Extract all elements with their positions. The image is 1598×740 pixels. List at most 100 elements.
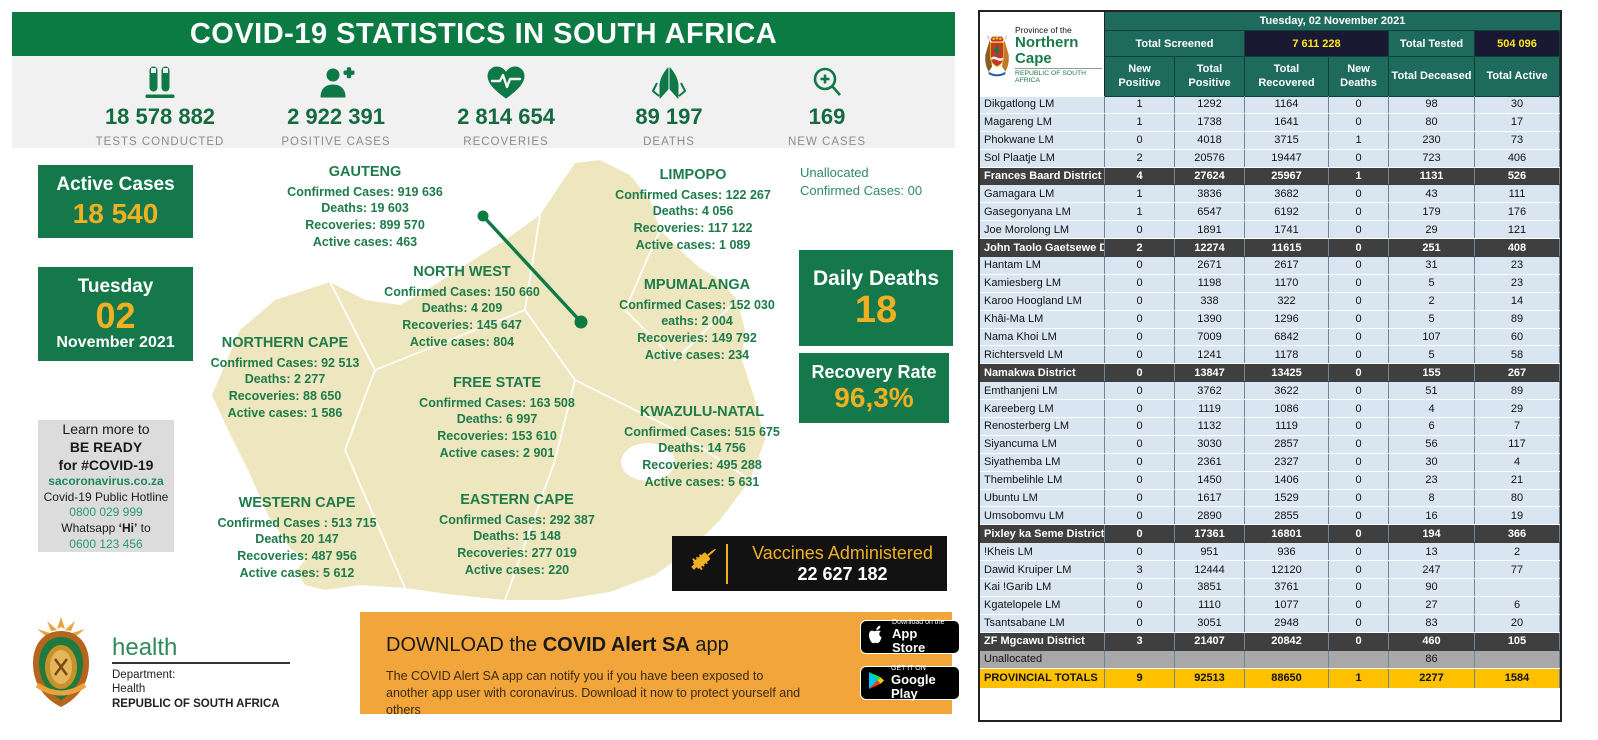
cell-value: 25967 <box>1245 167 1329 185</box>
cell-value: 1891 <box>1175 221 1245 239</box>
cell-value: 2855 <box>1245 507 1329 525</box>
vaccines-box: Vaccines Administered 22 627 182 <box>672 536 947 591</box>
cell-value: 0 <box>1329 221 1389 239</box>
cell-value: 4 <box>1105 167 1175 185</box>
app-store-badge[interactable]: Download on the App Store <box>860 619 960 654</box>
table-row: Tsantsabane LM 0 3051 2948 0 83 20 <box>980 614 1560 633</box>
cell-value: 0 <box>1329 96 1389 113</box>
vaccines-divider <box>726 543 728 584</box>
cell-value: 0 <box>1105 292 1175 310</box>
google-play-badge[interactable]: GET IT ON Google Play <box>860 665 960 700</box>
cell-value: 83 <box>1389 614 1475 632</box>
cell-value: 23 <box>1475 274 1560 292</box>
daily-deaths-label: Daily Deaths <box>812 267 940 290</box>
stat-new-cases: 169 NEW CASES <box>737 64 917 148</box>
cell-value: 155 <box>1389 364 1475 382</box>
cell-value: 0 <box>1105 471 1175 489</box>
col-header: Total Active <box>1475 57 1560 97</box>
cell-value: 20576 <box>1175 149 1245 167</box>
cell-value: 179 <box>1389 203 1475 221</box>
cell-value: 6 <box>1389 418 1475 435</box>
col-header: Total Recovered <box>1245 57 1329 97</box>
table-row: PROVINCIAL TOTALS 9 92513 88650 1 2277 1584 <box>980 668 1560 688</box>
municipality-name: Dikgatlong LM <box>980 96 1105 113</box>
cell-value: 0 <box>1105 328 1175 346</box>
municipality-name: Gamagara LM <box>980 185 1105 203</box>
stat-label: TESTS CONDUCTED <box>95 136 225 148</box>
cell-value: 2671 <box>1175 257 1245 274</box>
cell-value: 408 <box>1475 239 1560 257</box>
cell-value: 0 <box>1105 596 1175 614</box>
cell-value: 11615 <box>1245 239 1329 257</box>
cell-value: 0 <box>1329 203 1389 221</box>
cell-value: 12120 <box>1245 561 1329 579</box>
table-row: Kamiesberg LM 0 1198 1170 0 5 23 <box>980 274 1560 293</box>
cell-value: 58 <box>1475 346 1560 364</box>
table-row: Thembelihle LM 0 1450 1406 0 23 21 <box>980 471 1560 490</box>
cell-value: 23 <box>1389 471 1475 489</box>
banner-title: DOWNLOAD the COVID Alert SA app <box>386 634 729 656</box>
cell-value: 111 <box>1475 185 1560 203</box>
cell-value: 1296 <box>1245 310 1329 328</box>
northern-cape-table: Province of the Northern Cape REPUBLIC O… <box>978 10 1562 722</box>
cell-value: 7009 <box>1175 328 1245 346</box>
municipality-name: PROVINCIAL TOTALS <box>980 668 1105 688</box>
cell-value: 27624 <box>1175 167 1245 185</box>
total-screened-value: 7 611 228 <box>1245 31 1389 57</box>
municipality-name: Khâi-Ma LM <box>980 310 1105 328</box>
municipality-name: Gasegonyana LM <box>980 203 1105 221</box>
cell-value: 0 <box>1329 489 1389 507</box>
cell-value: 0 <box>1105 507 1175 525</box>
northern-cape-crest-icon <box>985 34 1009 76</box>
stat-value: 169 <box>808 104 846 129</box>
cell-value: 0 <box>1329 400 1389 418</box>
cell-value: 0 <box>1105 346 1175 364</box>
heart-pulse-icon <box>416 64 596 102</box>
date-number: 02 <box>95 295 136 336</box>
magnifier-plus-icon <box>737 64 917 102</box>
cell-value: 0 <box>1329 632 1389 650</box>
active-cases-value: 18 540 <box>72 197 159 229</box>
cell-value: 4018 <box>1175 131 1245 149</box>
cell-value: 0 <box>1329 364 1389 382</box>
table-row: Gamagara LM 1 3836 3682 0 43 111 <box>980 185 1560 204</box>
cell-value: 117 <box>1475 435 1560 453</box>
municipality-name: ZF Mgcawu District <box>980 632 1105 650</box>
municipality-name: Unallocated <box>980 650 1105 668</box>
cell-value: 251 <box>1389 239 1475 257</box>
cell-value: 0 <box>1105 489 1175 507</box>
province-northern-cape: NORTHERN CAPE Confirmed Cases: 92 513 Deat… <box>210 335 360 421</box>
cell-value: 194 <box>1389 525 1475 543</box>
health-rule <box>112 662 290 664</box>
cell-value <box>1245 650 1329 668</box>
cell-value: 13 <box>1389 543 1475 561</box>
cell-value: 60 <box>1475 328 1560 346</box>
table-row: Gasegonyana LM 1 6547 6192 0 179 176 <box>980 203 1560 222</box>
table-body: Dikgatlong LM 1 1292 1164 0 98 30 Magareng LM 1 1… <box>980 96 1560 688</box>
cell-value: 90 <box>1389 579 1475 596</box>
cell-value: 89 <box>1475 310 1560 328</box>
cell-value: 1 <box>1329 668 1389 688</box>
cell-value: 3836 <box>1175 185 1245 203</box>
whatsapp-number: 0600 123 456 <box>69 536 143 551</box>
municipality-name: Kareeberg LM <box>980 400 1105 418</box>
cell-value: 2890 <box>1175 507 1245 525</box>
cell-value: 0 <box>1329 185 1389 203</box>
table-header: Province of the Northern Cape REPUBLIC O… <box>980 12 1560 97</box>
website-link[interactable]: sacoronavirus.co.za <box>48 474 164 489</box>
cell-value: 6192 <box>1245 203 1329 221</box>
cell-value: 1164 <box>1245 96 1329 113</box>
cell-value: 17 <box>1475 113 1560 131</box>
table-row: Sol Plaatje LM 2 20576 19447 0 723 406 <box>980 149 1560 168</box>
total-tested-value: 504 096 <box>1475 31 1560 57</box>
cell-value: 2 <box>1389 292 1475 310</box>
municipality-name: Emthanjeni LM <box>980 382 1105 400</box>
vaccines-value: 22 627 182 <box>797 563 888 584</box>
municipality-name: Nama Khoi LM <box>980 328 1105 346</box>
cell-value: 0 <box>1329 614 1389 632</box>
cell-value: 3 <box>1105 632 1175 650</box>
cell-value: 73 <box>1475 131 1560 149</box>
cell-value: 0 <box>1105 382 1175 400</box>
cell-value: 105 <box>1475 632 1560 650</box>
cell-value: 21407 <box>1175 632 1245 650</box>
